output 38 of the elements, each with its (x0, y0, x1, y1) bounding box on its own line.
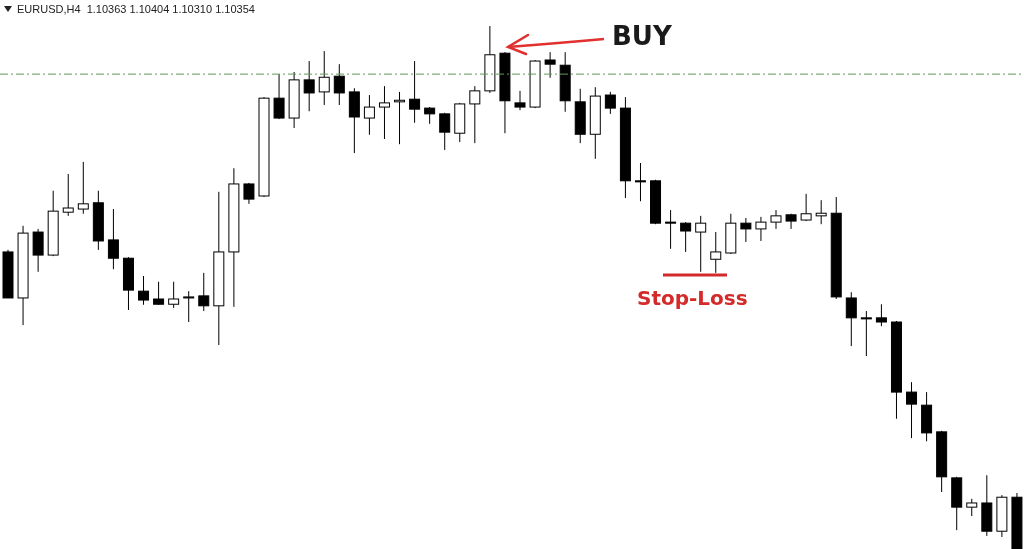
candlestick (755, 216, 767, 242)
candlestick (845, 291, 857, 347)
candlestick (153, 281, 165, 306)
candlestick (680, 221, 692, 253)
candlestick (273, 73, 285, 120)
chart-title: EURUSD,H4 1.10363 1.10404 1.10310 1.10354 (17, 3, 255, 15)
candlestick (544, 51, 556, 79)
candlestick (604, 91, 616, 115)
candlestick (62, 173, 74, 217)
candlestick (107, 208, 119, 270)
candlestick (168, 281, 180, 309)
candlestick (514, 90, 526, 111)
candlestick (439, 112, 451, 151)
annotation: Stop-Loss (637, 286, 748, 310)
candlestick (77, 161, 89, 215)
candlestick (875, 303, 887, 327)
candlestick (906, 381, 918, 439)
candlestick (198, 272, 210, 312)
candlestick (318, 50, 330, 106)
candlestick (138, 275, 150, 306)
candlestick (770, 209, 782, 230)
candlestick (665, 209, 677, 250)
candlestick (469, 85, 481, 144)
candlestick (409, 60, 421, 124)
candlestick (333, 63, 345, 106)
candlestick (303, 60, 315, 112)
candlestick (32, 228, 44, 273)
candlestick (785, 213, 797, 230)
candlestick (710, 231, 722, 274)
candlestick (378, 85, 390, 140)
candlestick (695, 215, 707, 273)
candlestick (740, 217, 752, 243)
annotation: BUY (612, 21, 673, 51)
candlestick (183, 290, 195, 323)
candlestick (800, 193, 812, 222)
candlestick (634, 162, 646, 202)
candlestick (860, 310, 872, 357)
candlestick (363, 94, 375, 136)
